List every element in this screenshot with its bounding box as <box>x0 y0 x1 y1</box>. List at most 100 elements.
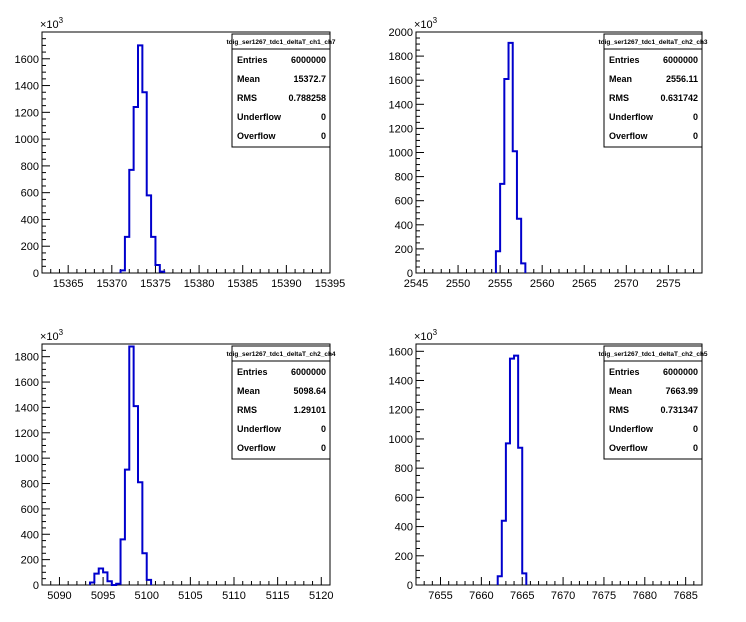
x-tick-label: 2550 <box>446 278 470 290</box>
stats-value-underflow: 0 <box>693 112 698 122</box>
stats-label-rms: RMS <box>609 405 629 415</box>
histogram-bin <box>134 406 138 585</box>
histogram-bin <box>502 521 506 585</box>
stats-box-frame <box>603 345 703 460</box>
stats-label-overflow: Overflow <box>609 131 649 141</box>
histogram-bin <box>514 356 518 585</box>
histogram-bin <box>138 45 142 273</box>
stats-value-entries: 6000000 <box>291 367 326 377</box>
stats-value-mean: 7663.99 <box>665 386 698 396</box>
y-tick-label: 1400 <box>389 99 413 111</box>
y-tick-label: 1000 <box>15 134 39 146</box>
y-tick-label: 400 <box>21 529 39 541</box>
stats-box: tdig_ser1267_tdc1_deltaT_ch2_ch3 Entries 6… <box>598 33 708 148</box>
stats-value-rms: 0.631742 <box>660 93 698 103</box>
histogram-bin <box>116 584 120 585</box>
x-tick-label: 15380 <box>184 278 215 290</box>
x-tick-label: 7670 <box>551 590 575 602</box>
y-tick-label: 200 <box>21 555 39 567</box>
y-tick-label: 800 <box>395 463 413 475</box>
histogram-bin <box>504 79 508 273</box>
y-tick-label: 400 <box>395 220 413 232</box>
x-tick-label: 5115 <box>266 590 290 602</box>
histogram-series-line <box>494 41 527 273</box>
y-tick-label: 200 <box>21 241 39 253</box>
x-tick-label: 2545 <box>404 278 428 290</box>
x-tick-label: 7680 <box>633 590 657 602</box>
y-tick-label: 600 <box>21 188 39 200</box>
x-tick-label: 5095 <box>91 590 115 602</box>
y-tick-label: 1600 <box>15 54 39 66</box>
stats-value-overflow: 0 <box>321 131 326 141</box>
x-tick-label: 5120 <box>309 590 333 602</box>
stats-box-frame <box>231 345 331 460</box>
histogram-panel-2: 2545 2550 2555 2560 2565 2570 2575 0 200 400 600 80… <box>389 16 708 290</box>
histogram-panel-3: 5090 5095 5100 5105 5110 5115 5120 0 200 400 600 80… <box>15 328 336 602</box>
histogram-bin <box>103 572 107 585</box>
y-tick-label: 0 <box>407 580 413 592</box>
stats-label-underflow: Underflow <box>609 112 654 122</box>
stats-box-frame <box>231 33 331 148</box>
stats-label-overflow: Overflow <box>237 443 277 453</box>
histogram-bin <box>107 581 111 585</box>
x-tick-label: 2570 <box>614 278 638 290</box>
x-tick-label: 2575 <box>656 278 680 290</box>
y-tick-label: 1000 <box>389 434 413 446</box>
x-tick-label: 15370 <box>97 278 128 290</box>
y-tick-label: 1000 <box>389 148 413 160</box>
stats-label-rms: RMS <box>237 93 257 103</box>
histogram-bin <box>147 195 151 273</box>
stats-value-underflow: 0 <box>321 424 326 434</box>
y-tick-label: 0 <box>33 580 39 592</box>
y-tick-label: 600 <box>395 492 413 504</box>
histogram-bin <box>121 270 125 273</box>
x-tick-label: 2560 <box>530 278 554 290</box>
stats-value-overflow: 0 <box>693 131 698 141</box>
stats-title: tdig_ser1267_tdc1_deltaT_ch1_ch7 <box>226 39 335 46</box>
y-tick-label: 1200 <box>389 405 413 417</box>
y-tick-label: 1800 <box>15 352 39 364</box>
y-multiplier-label: ×103 <box>40 16 64 31</box>
stats-label-mean: Mean <box>609 386 632 396</box>
x-tick-label: 5110 <box>222 590 246 602</box>
histogram-bin <box>151 237 155 273</box>
x-tick-label: 5105 <box>178 590 202 602</box>
x-tick-label: 7665 <box>510 590 534 602</box>
histogram-bin <box>147 580 151 585</box>
stats-value-rms: 1.29101 <box>293 405 326 415</box>
histogram-bin <box>498 576 502 585</box>
stats-label-entries: Entries <box>237 367 268 377</box>
y-tick-label: 2000 <box>389 27 413 39</box>
stats-value-entries: 6000000 <box>663 55 698 65</box>
histogram-bin <box>125 470 129 585</box>
histogram-bin <box>521 263 525 273</box>
x-tick-label: 7685 <box>673 590 697 602</box>
stats-value-mean: 15372.7 <box>293 74 326 84</box>
stats-value-overflow: 0 <box>321 443 326 453</box>
y-tick-label: 0 <box>33 268 39 280</box>
y-tick-label: 800 <box>21 161 39 173</box>
stats-label-rms: RMS <box>237 405 257 415</box>
y-tick-label: 0 <box>407 268 413 280</box>
x-tick-label: 2555 <box>488 278 512 290</box>
y-multiplier-base: ×10 <box>414 331 433 343</box>
y-tick-label: 800 <box>21 479 39 491</box>
y-tick-label: 1400 <box>389 376 413 388</box>
stats-box: tdig_ser1267_tdc1_deltaT_ch2_ch5 Entries 6… <box>598 345 708 460</box>
stats-value-rms: 0.788258 <box>288 93 326 103</box>
stats-box: tdig_ser1267_tdc1_deltaT_ch1_ch7 Entries 6… <box>226 33 336 148</box>
x-tick-label: 15375 <box>140 278 171 290</box>
x-tick-label: 7655 <box>428 590 452 602</box>
histogram-bin <box>513 151 517 273</box>
x-tick-label: 15365 <box>53 278 84 290</box>
histogram-bin <box>522 573 526 585</box>
histogram-series-line <box>89 345 153 586</box>
y-tick-label: 600 <box>21 504 39 516</box>
y-tick-label: 1200 <box>389 123 413 135</box>
y-tick-label: 1200 <box>15 428 39 440</box>
stats-label-overflow: Overflow <box>609 443 649 453</box>
histogram-bin <box>510 359 514 585</box>
stats-label-underflow: Underflow <box>237 424 282 434</box>
histogram-bin <box>142 92 146 273</box>
histogram-bin <box>160 272 164 273</box>
